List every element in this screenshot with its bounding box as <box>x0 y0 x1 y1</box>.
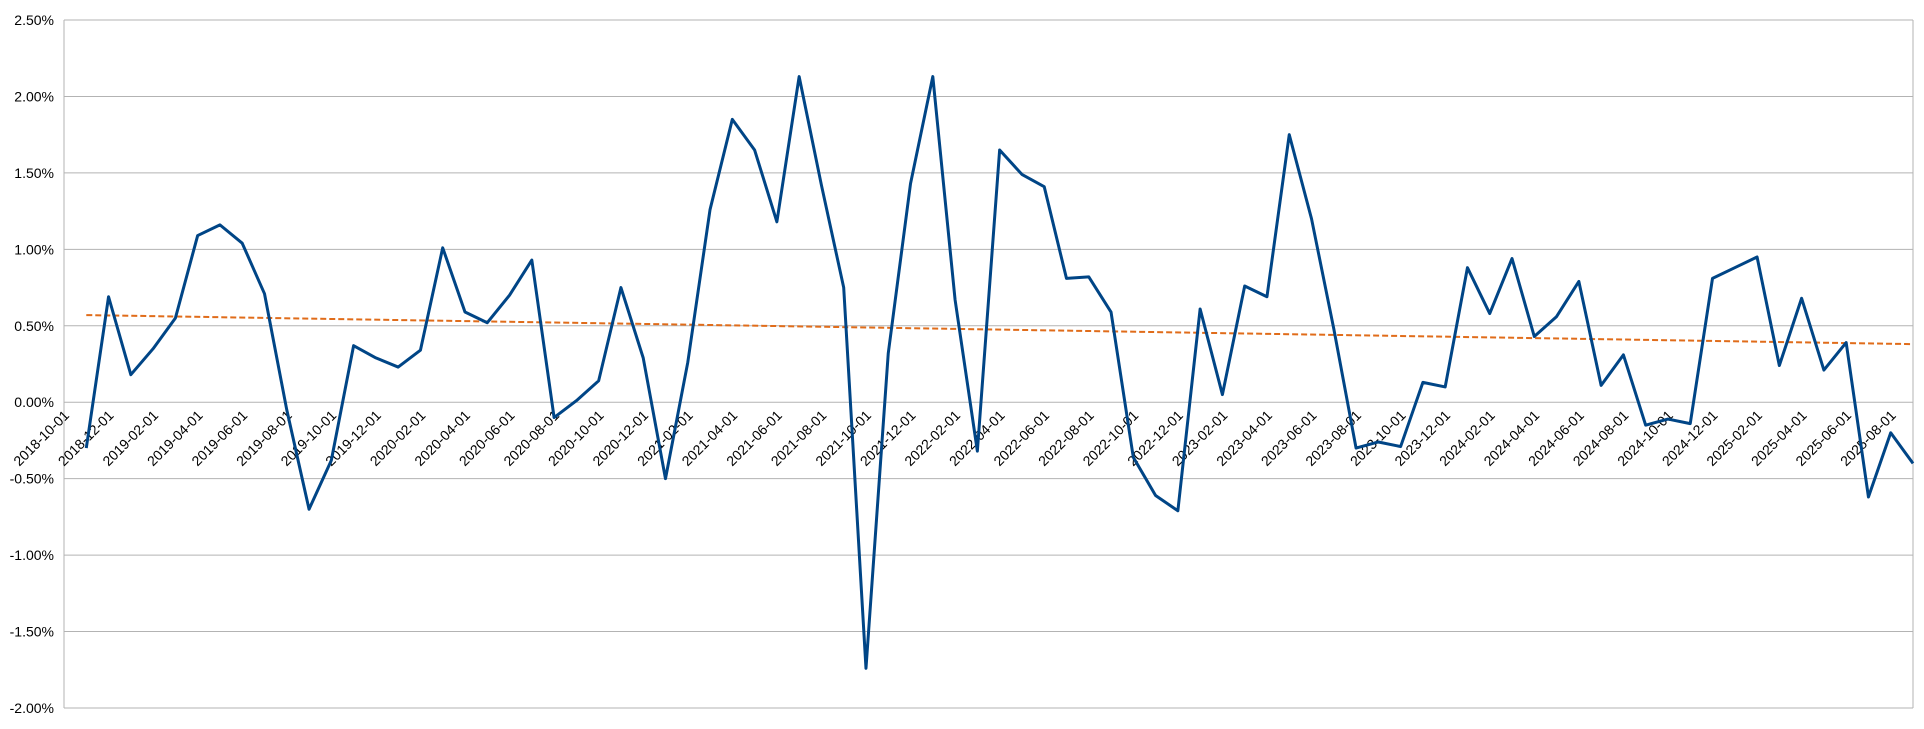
y-tick-label: -2.00% <box>10 700 54 716</box>
y-tick-label: 1.00% <box>14 241 54 257</box>
y-tick-label: -1.50% <box>10 624 54 640</box>
y-tick-label: 2.00% <box>14 88 54 104</box>
y-tick-label: 0.00% <box>14 394 54 410</box>
y-tick-label: 0.50% <box>14 318 54 334</box>
data-line <box>84 75 1915 670</box>
trend-line <box>86 314 1914 346</box>
y-tick-label: -0.50% <box>10 471 54 487</box>
y-tick-label: -1.00% <box>10 547 54 563</box>
y-tick-label: 2.50% <box>14 12 54 28</box>
y-tick-label: 1.50% <box>14 165 54 181</box>
